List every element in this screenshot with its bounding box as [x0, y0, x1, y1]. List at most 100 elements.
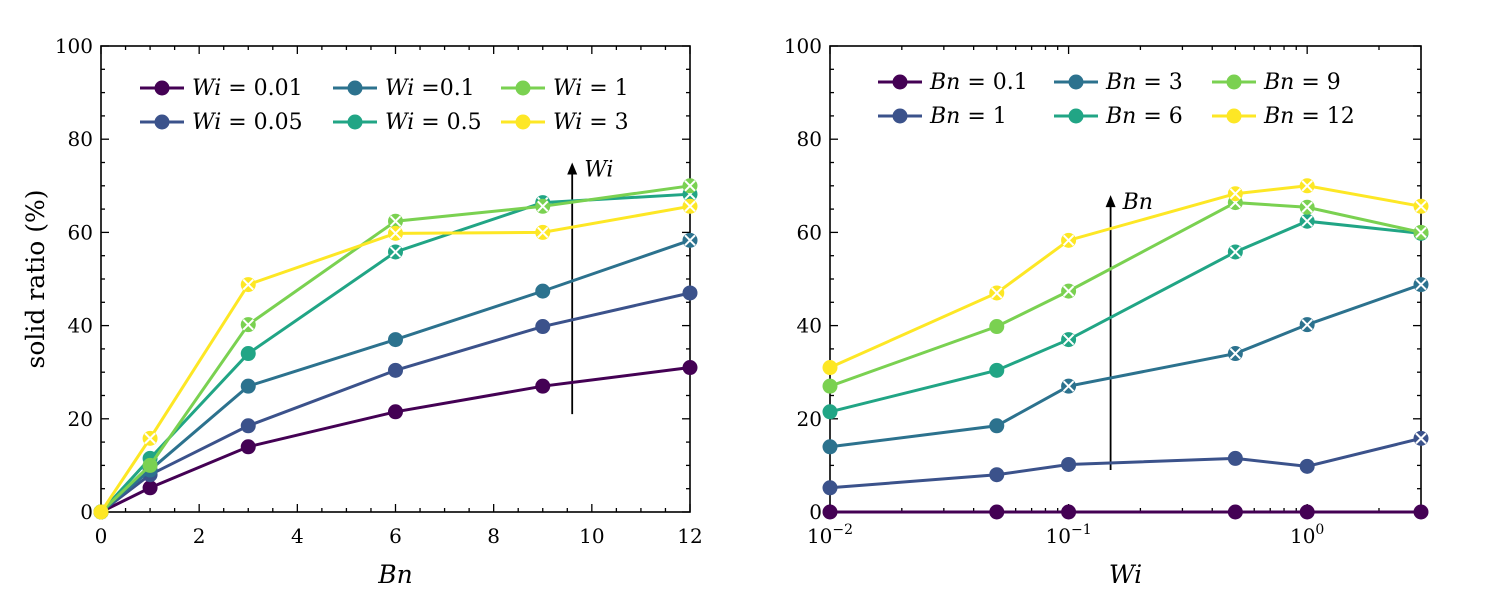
- data-point: [1227, 450, 1243, 466]
- y-tick-label: 0: [809, 500, 822, 524]
- legend-item-bn-12: Bn = 12: [1212, 104, 1355, 129]
- legend-swatch-marker: [892, 108, 908, 124]
- legend-label: Wi = 0.05: [192, 110, 303, 135]
- data-point-cross: [389, 215, 402, 227]
- y-tick-label: 60: [68, 220, 93, 244]
- series-line-bn-3: [829, 283, 1422, 449]
- data-point-cross: [1062, 234, 1075, 247]
- data-point: [822, 360, 838, 376]
- data-point-cross: [1415, 278, 1427, 291]
- data-point: [388, 404, 403, 420]
- series-line-wi-1: [99, 184, 691, 514]
- data-point: [682, 285, 698, 301]
- legend-swatch-marker: [1226, 108, 1242, 124]
- series-bn-1: [822, 430, 1429, 496]
- x-tick-label: 12: [677, 524, 702, 548]
- data-point: [822, 504, 838, 520]
- series-wi-3: [93, 198, 698, 520]
- legend-item-wi-1: Wi = 1: [501, 76, 629, 101]
- legend-label: Wi = 1: [553, 76, 629, 101]
- y-tick-label: 100: [784, 34, 822, 58]
- legend-swatch-marker: [1226, 74, 1242, 90]
- left-chart-bn-axis: 0 20 40 60 80 100 0 2 4 6 8 10 12 Bn solid ratio (%) Wi…: [21, 34, 703, 589]
- legend-item-bn-9: Bn = 9: [1212, 70, 1341, 95]
- annotation-arrowhead: [567, 162, 578, 175]
- data-point: [989, 467, 1005, 483]
- legend-label: Bn = 3: [1105, 70, 1183, 95]
- data-point: [240, 346, 256, 362]
- data-point-cross: [1301, 215, 1313, 227]
- legend-label: Bn = 6: [1105, 104, 1183, 129]
- data-point: [535, 319, 551, 335]
- data-point-cross: [1062, 380, 1075, 392]
- legend: Bn = 0.1 Bn = 1 Bn = 3 Bn = 6 Bn = 9 Bn = 12: [878, 70, 1355, 129]
- y-tick-label: 80: [68, 127, 93, 151]
- series-bn-12: [822, 178, 1429, 376]
- series-line-bn-1: [829, 436, 1422, 490]
- data-point-cross: [144, 432, 156, 445]
- data-point: [142, 457, 158, 473]
- series-bn-3: [822, 277, 1429, 455]
- series-line-bn-9: [829, 201, 1422, 388]
- x-axis-label: Bn: [377, 560, 412, 589]
- data-point: [388, 362, 403, 378]
- legend-swatch-marker: [154, 114, 170, 130]
- legend-swatch-marker: [1068, 74, 1084, 90]
- data-point: [240, 418, 256, 434]
- data-point-cross: [684, 200, 696, 213]
- data-point-cross: [389, 227, 402, 240]
- data-point: [682, 360, 698, 376]
- legend-item-wi-3: Wi = 3: [501, 110, 629, 135]
- legend-swatch-marker: [347, 114, 363, 130]
- data-point: [822, 378, 838, 394]
- series-bn-0-1: [822, 504, 1429, 520]
- x-tick-label: 2: [193, 524, 206, 548]
- x-tick-label: 10−1: [1046, 522, 1092, 548]
- data-point: [388, 332, 403, 348]
- data-point: [989, 319, 1005, 335]
- data-point-cross: [537, 200, 549, 213]
- legend-label: Bn = 1: [929, 104, 1007, 129]
- data-point-cross: [684, 234, 696, 247]
- data-point: [142, 480, 158, 496]
- legend-swatch-marker: [154, 80, 170, 96]
- y-tick-label: 20: [68, 407, 93, 431]
- data-point-cross: [242, 278, 254, 291]
- data-point: [1061, 456, 1077, 472]
- data-point-cross: [1415, 432, 1427, 445]
- data-point: [535, 283, 551, 299]
- data-point: [989, 418, 1005, 434]
- legend-label: Wi = 0.01: [192, 76, 303, 101]
- series-bn-9: [822, 195, 1429, 394]
- annotation-label: Bn: [1122, 190, 1153, 215]
- legend-label: Bn = 0.1: [929, 70, 1028, 95]
- x-tick-label: 10−2: [807, 522, 853, 548]
- legend-label: Wi = 3: [553, 110, 629, 135]
- y-tick-label: 40: [68, 314, 93, 338]
- data-point: [1227, 504, 1243, 520]
- series-line-wi-0-05: [100, 291, 691, 514]
- series-wi-0-05: [93, 285, 698, 520]
- data-point-cross: [1229, 246, 1242, 258]
- legend-label: Bn = 12: [1263, 104, 1355, 129]
- data-point-cross: [991, 287, 1003, 299]
- legend-label: Wi = 0.5: [385, 110, 482, 135]
- data-point-cross: [537, 226, 549, 239]
- y-axis-label: solid ratio (%): [21, 190, 50, 369]
- data-point-cross: [1229, 347, 1242, 360]
- x-tick-label: 6: [389, 524, 402, 548]
- series-line-wi-0-5: [99, 192, 691, 514]
- data-point: [1061, 504, 1077, 520]
- data-point-cross: [1301, 180, 1313, 192]
- y-tick-label: 40: [797, 314, 822, 338]
- annotation-label: Wi: [584, 158, 613, 183]
- data-point: [822, 439, 838, 455]
- legend-swatch-marker: [892, 74, 908, 90]
- data-point-cross: [684, 180, 696, 192]
- x-tick-label: 100: [1290, 522, 1324, 548]
- data-point: [989, 362, 1005, 378]
- series-line-wi-3: [99, 204, 691, 513]
- legend-swatch-marker: [515, 80, 531, 96]
